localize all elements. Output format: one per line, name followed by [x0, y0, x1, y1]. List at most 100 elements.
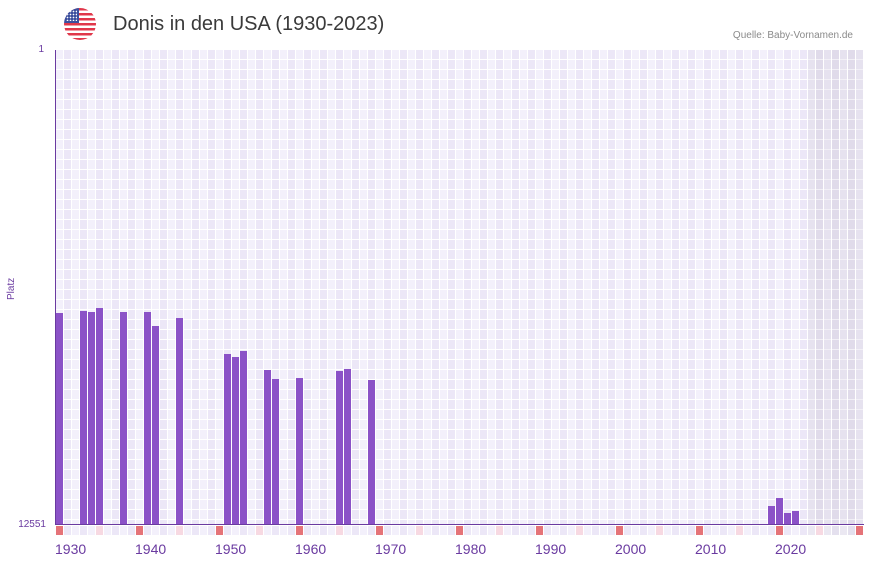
year-marker: [64, 526, 71, 535]
grid-column: [840, 50, 847, 525]
grid-column: [688, 50, 695, 525]
bar-1945[interactable]: [176, 318, 183, 525]
chart-header: Donis in den USA (1930-2023) Quelle: Bab…: [0, 0, 873, 48]
year-marker: [80, 526, 87, 535]
year-marker: [800, 526, 807, 535]
year-marker: [336, 526, 343, 535]
year-marker: [144, 526, 151, 535]
year-marker: [544, 526, 551, 535]
year-marker: [824, 526, 831, 535]
year-marker: [448, 526, 455, 535]
grid-column: [784, 50, 791, 525]
grid-column: [736, 50, 743, 525]
grid-column: [536, 50, 543, 525]
grid-column: [184, 50, 191, 525]
bar-1935[interactable]: [96, 308, 103, 525]
bar-1952[interactable]: [232, 356, 239, 525]
x-tick-label: 1980: [455, 541, 487, 557]
bar-1938[interactable]: [120, 311, 127, 525]
grid-column: [336, 50, 343, 525]
bar-1965[interactable]: [336, 370, 343, 525]
year-marker: [192, 526, 199, 535]
grid-column: [624, 50, 631, 525]
bar-2021[interactable]: [784, 513, 791, 525]
grid-column: [160, 50, 167, 525]
bar-1957[interactable]: [272, 379, 279, 525]
grid-column: [408, 50, 415, 525]
bar-2019[interactable]: [768, 506, 775, 525]
year-marker: [136, 526, 143, 535]
year-marker: [760, 526, 767, 535]
grid-column: [424, 50, 431, 525]
grid-column: [808, 50, 815, 525]
grid-column: [400, 50, 407, 525]
bar-1942[interactable]: [152, 325, 159, 525]
year-marker: [576, 526, 583, 535]
grid-column: [592, 50, 599, 525]
grid-column: [712, 50, 719, 525]
bar-2020[interactable]: [776, 497, 783, 525]
bar-1951[interactable]: [224, 354, 231, 525]
year-marker: [520, 526, 527, 535]
year-marker: [232, 526, 239, 535]
year-marker: [200, 526, 207, 535]
year-marker: [256, 526, 263, 535]
grid-column: [136, 50, 143, 525]
grid-column: [88, 50, 95, 525]
year-marker: [592, 526, 599, 535]
grid-column: [672, 50, 679, 525]
grid-column: [216, 50, 223, 525]
year-marker: [584, 526, 591, 535]
bar-1933[interactable]: [80, 311, 87, 525]
grid-column: [416, 50, 423, 525]
year-marker: [720, 526, 727, 535]
year-marker: [616, 526, 623, 535]
grid-column: [656, 50, 663, 525]
year-marker: [504, 526, 511, 535]
bar-2022[interactable]: [792, 510, 799, 525]
x-tick-label: 1950: [215, 541, 247, 557]
grid-column: [96, 50, 103, 525]
year-marker: [56, 526, 63, 535]
year-marker: [456, 526, 463, 535]
year-marker: [400, 526, 407, 535]
x-tick-label: 1970: [375, 541, 407, 557]
year-marker: [152, 526, 159, 535]
bar-1934[interactable]: [88, 311, 95, 525]
grid-column: [648, 50, 655, 525]
grid-column: [800, 50, 807, 525]
grid-column: [272, 50, 279, 525]
bar-1969[interactable]: [368, 380, 375, 525]
grid-column: [552, 50, 559, 525]
year-marker: [264, 526, 271, 535]
bar-1960[interactable]: [296, 377, 303, 525]
grid-column: [240, 50, 247, 525]
grid-column: [832, 50, 839, 525]
grid-column: [248, 50, 255, 525]
bar-1966[interactable]: [344, 368, 351, 525]
grid-column: [744, 50, 751, 525]
plot-area: [56, 50, 864, 525]
grid-column: [256, 50, 263, 525]
grid-column: [168, 50, 175, 525]
year-marker: [72, 526, 79, 535]
bar-1930[interactable]: [56, 313, 63, 525]
grid-column: [760, 50, 767, 525]
year-marker: [856, 526, 863, 535]
year-marker: [472, 526, 479, 535]
grid-column: [480, 50, 487, 525]
year-marker: [296, 526, 303, 535]
year-marker: [328, 526, 335, 535]
year-marker: [216, 526, 223, 535]
year-marker: [688, 526, 695, 535]
grid-column: [576, 50, 583, 525]
grid-column: [280, 50, 287, 525]
bar-1953[interactable]: [240, 351, 247, 525]
year-marker: [416, 526, 423, 535]
bar-1941[interactable]: [144, 311, 151, 525]
bar-1956[interactable]: [264, 370, 271, 525]
year-marker: [512, 526, 519, 535]
grid-column: [384, 50, 391, 525]
year-marker: [176, 526, 183, 535]
grid-column: [232, 50, 239, 525]
